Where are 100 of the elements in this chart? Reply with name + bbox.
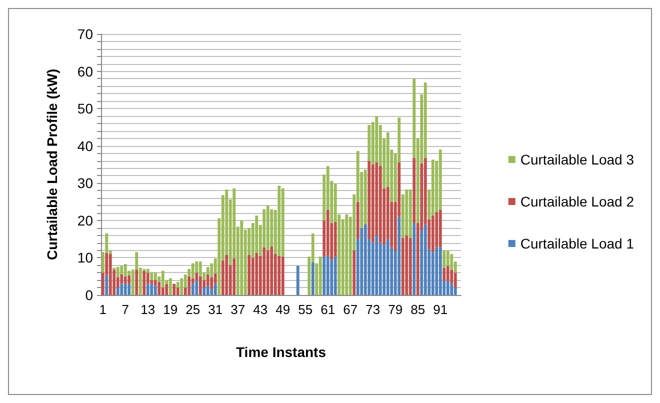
bar	[232, 258, 236, 295]
bar	[206, 274, 210, 286]
x-tick-label: 49	[276, 302, 290, 317]
bar	[191, 263, 194, 278]
bar	[158, 282, 161, 295]
bar	[408, 189, 412, 238]
bar	[116, 288, 120, 295]
bar	[438, 210, 442, 248]
bar	[311, 262, 314, 295]
bar	[438, 247, 442, 295]
bar	[334, 222, 337, 257]
bar	[386, 239, 390, 295]
bar	[375, 235, 378, 295]
y-tick-label: 60	[77, 63, 94, 80]
bar	[438, 150, 442, 210]
bar	[195, 280, 198, 295]
bar	[191, 284, 194, 295]
x-tick-label: 13	[140, 302, 156, 317]
x-tick-label: 91	[433, 302, 448, 317]
bar	[168, 278, 172, 295]
bar	[364, 170, 367, 224]
bar	[360, 228, 364, 295]
bar	[405, 189, 408, 236]
y-tick-label: 40	[77, 138, 94, 154]
x-tick-label: 31	[208, 302, 223, 317]
x-tick-label: 25	[186, 302, 200, 317]
bar	[281, 188, 284, 257]
x-tick-label: 37	[230, 302, 246, 317]
bar	[266, 206, 270, 250]
bar	[442, 268, 446, 281]
y-tick-label: 70	[77, 26, 94, 42]
bar	[408, 238, 412, 295]
bar	[262, 247, 266, 295]
bar	[146, 268, 150, 273]
legend-label: Curtailable Load 2	[520, 194, 634, 210]
bar	[248, 254, 251, 295]
x-tick-label: 67	[343, 302, 358, 317]
x-tick-label: 85	[410, 302, 426, 317]
legend-label: Curtailable Load 1	[520, 236, 634, 252]
bar	[105, 275, 108, 295]
bar	[364, 224, 367, 295]
bar	[356, 202, 360, 240]
x-tick-label: 1	[99, 302, 106, 317]
bar	[454, 288, 457, 295]
bar	[154, 272, 157, 280]
bar	[368, 124, 371, 161]
bar	[266, 250, 270, 295]
bar	[318, 256, 322, 295]
bar	[198, 261, 202, 276]
bar	[371, 164, 374, 243]
bar	[116, 267, 120, 278]
bar	[375, 116, 378, 162]
bar	[446, 251, 450, 266]
y-tick-label: 10	[77, 250, 94, 266]
bar	[240, 220, 244, 295]
x-tick-label: 19	[163, 302, 178, 317]
y-tick-label: 50	[77, 100, 94, 117]
bar	[124, 264, 127, 276]
bar	[450, 270, 454, 284]
bar	[135, 270, 138, 295]
bar	[278, 186, 281, 256]
bar	[442, 250, 446, 268]
bar	[206, 286, 210, 295]
y-tick-label: 30	[77, 175, 94, 192]
bar	[401, 238, 404, 295]
bar	[165, 284, 168, 295]
x-tick-label: 55	[298, 302, 313, 317]
bar	[405, 235, 408, 295]
bar	[108, 254, 112, 295]
bar	[278, 256, 281, 295]
bar	[124, 284, 127, 295]
bar	[345, 214, 348, 295]
bar	[296, 266, 300, 295]
y-tick-label: 0	[85, 287, 94, 303]
bar	[154, 286, 157, 295]
bar	[281, 256, 284, 295]
bar	[150, 284, 154, 295]
bar	[398, 216, 401, 295]
bar	[431, 216, 434, 252]
bar	[172, 284, 176, 295]
y-axis-title: Curtailable Load Profile (kW)	[44, 68, 60, 260]
bar	[161, 270, 164, 288]
bar	[188, 276, 191, 295]
bar	[454, 272, 457, 288]
x-tick-label: 7	[122, 302, 129, 317]
bar	[424, 224, 427, 295]
bar	[120, 274, 124, 284]
bar	[210, 277, 214, 290]
bar	[214, 284, 217, 295]
bar	[270, 246, 274, 295]
bar	[412, 158, 416, 224]
bar	[450, 284, 454, 295]
bar	[142, 270, 146, 295]
x-tick-label: 79	[388, 302, 403, 317]
bar	[146, 284, 150, 295]
bar	[431, 160, 434, 216]
bar	[352, 250, 356, 295]
bar	[322, 256, 326, 295]
bar	[120, 284, 124, 295]
y-tick-label: 20	[77, 212, 94, 228]
